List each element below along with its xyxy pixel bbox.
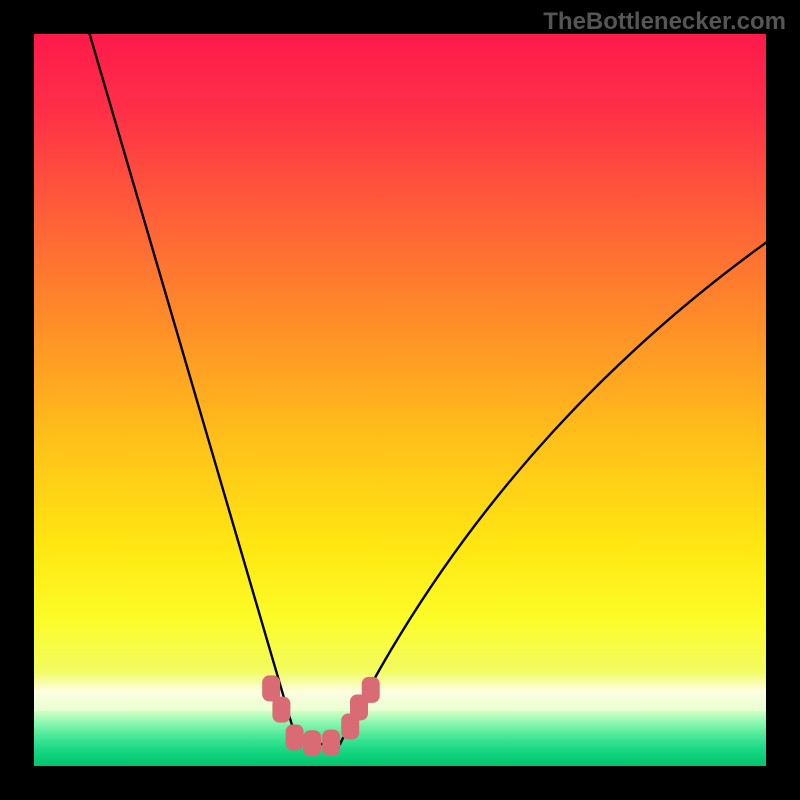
watermark-text: TheBottlenecker.com	[543, 8, 786, 36]
plot-svg	[34, 34, 766, 766]
data-marker	[286, 724, 304, 750]
curve-right-branch	[340, 243, 766, 744]
data-marker	[272, 697, 290, 723]
curve-left-branch	[90, 34, 298, 744]
data-marker	[322, 730, 340, 756]
data-marker	[303, 730, 321, 756]
chart-container: TheBottlenecker.com	[0, 0, 800, 800]
plot-area	[34, 34, 766, 766]
data-marker	[362, 677, 380, 703]
